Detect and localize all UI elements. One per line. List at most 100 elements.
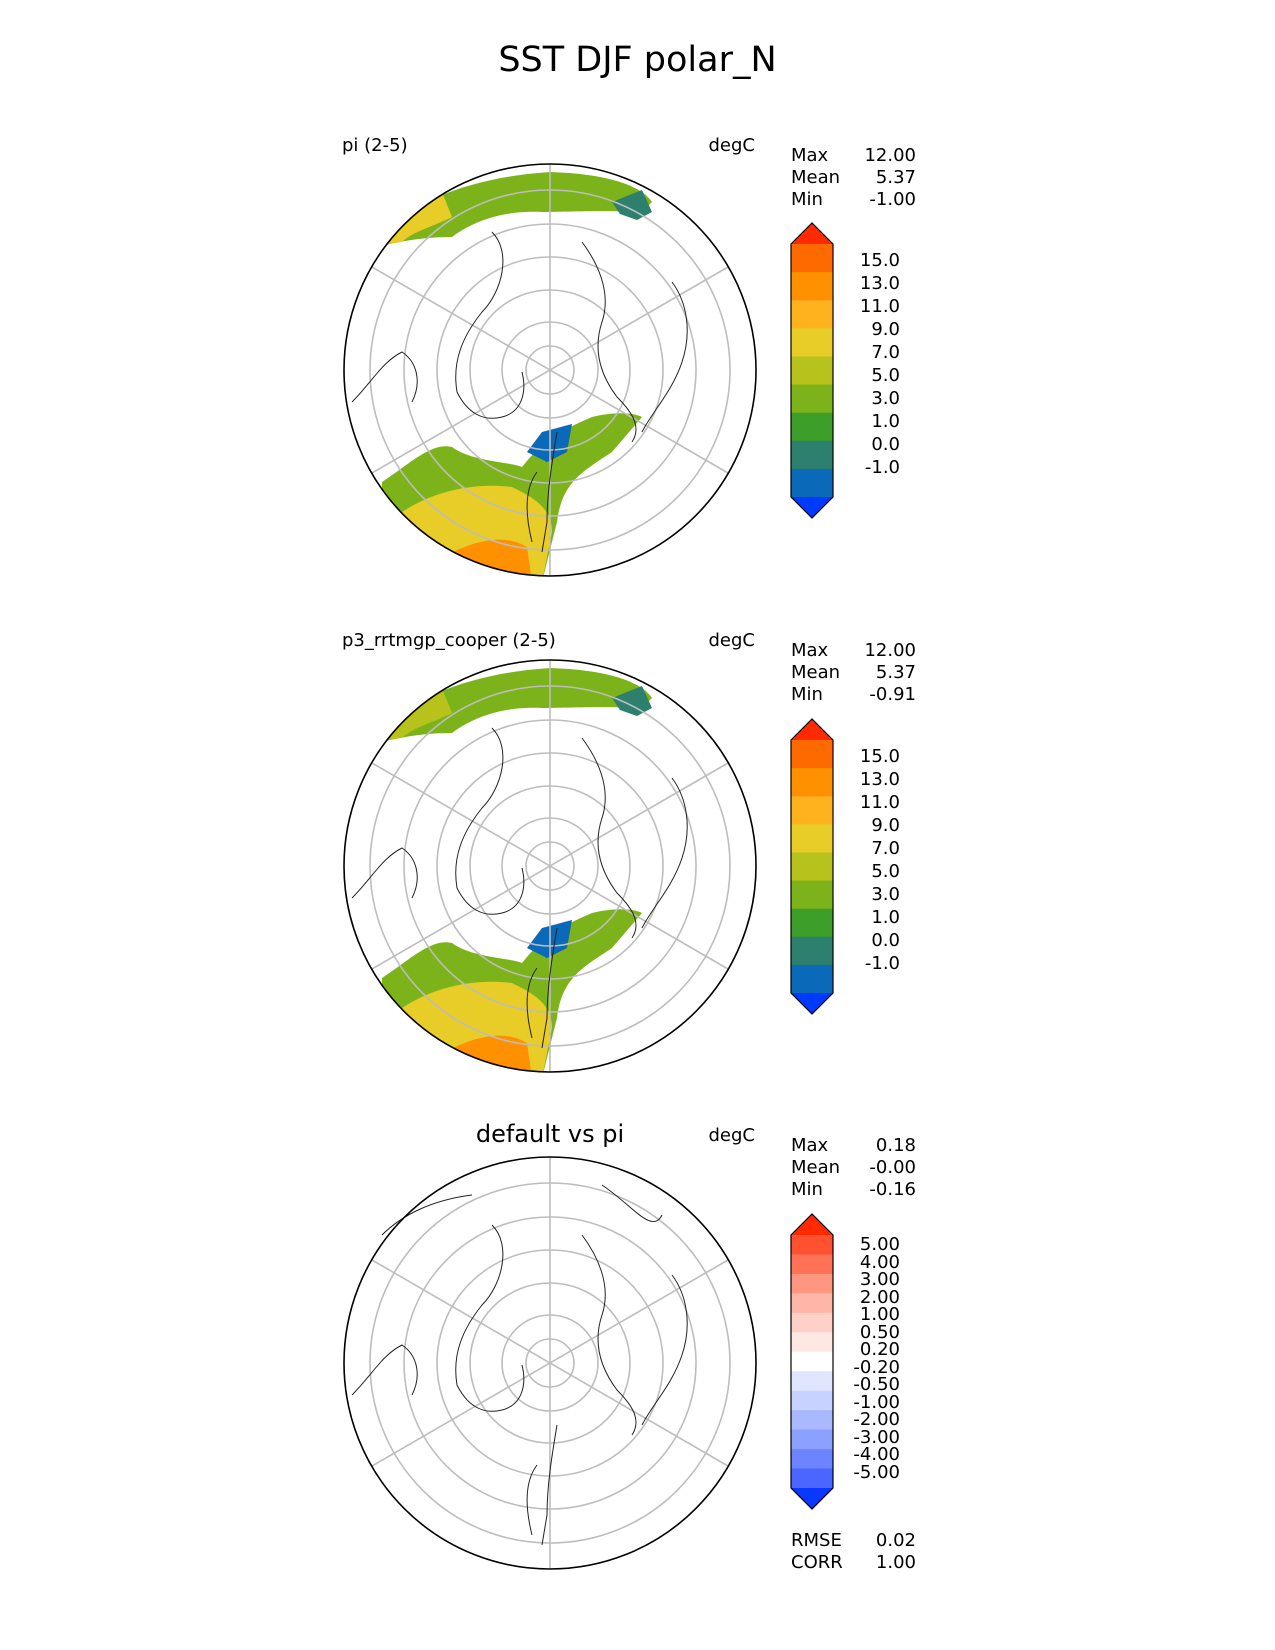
stat-label: Min <box>791 684 823 705</box>
panel-3-colorbar-labels: 5.00 4.00 3.00 2.00 1.00 0.50 0.20 -0.20… <box>830 1236 900 1481</box>
cb-tick: 3.0 <box>871 884 900 905</box>
colorbar-bin <box>791 272 833 301</box>
cb-tick: -1.00 <box>853 1391 900 1413</box>
panel-2-units: degC <box>708 630 756 651</box>
cb-tick: 4.00 <box>859 1251 900 1273</box>
colorbar-bin <box>791 852 833 882</box>
cb-tick: 3.0 <box>871 388 900 409</box>
stat-value: -0.00 <box>869 1157 916 1178</box>
colorbar-bin <box>791 1449 833 1470</box>
stat-label: Max <box>791 1135 829 1156</box>
cb-tick: -5.00 <box>853 1461 900 1483</box>
cb-tick: -2.00 <box>853 1409 900 1430</box>
panel-1-units: degC <box>708 135 756 156</box>
stat-label: Max <box>791 145 829 166</box>
cb-tick: 0.50 <box>859 1321 900 1343</box>
cb-tick: 5.0 <box>871 365 900 386</box>
metric-label: CORR <box>791 1552 843 1573</box>
cb-tick: 15.0 <box>859 250 900 271</box>
colorbar-bin <box>791 824 833 853</box>
cb-tick: 5.0 <box>871 861 900 882</box>
cb-tick: 7.0 <box>871 838 900 859</box>
stat-label: Mean <box>791 662 841 683</box>
stat-value: 5.37 <box>875 167 916 188</box>
ocean-field-pacific <box>362 172 652 252</box>
cb-tick: 1.0 <box>871 411 900 432</box>
stat-value: 5.37 <box>875 662 916 683</box>
colorbar-bin <box>791 356 833 386</box>
colorbar-bin <box>791 1429 833 1450</box>
cb-tick: -4.00 <box>853 1444 900 1465</box>
colorbar-bin <box>791 1332 833 1353</box>
cb-tick: 3.00 <box>859 1269 900 1290</box>
colorbar-bin <box>791 1371 833 1392</box>
colorbar-bin <box>791 908 833 938</box>
panel-2-colorbar-labels: 15.0 13.0 11.0 9.0 7.0 5.0 3.0 1.0 0.0 -… <box>830 746 900 974</box>
panel-3-metrics: RMSE 0.02 CORR 1.00 <box>791 1530 916 1574</box>
cb-tick: 0.20 <box>859 1339 900 1360</box>
panel-3-title: default vs pi <box>475 1120 625 1148</box>
metric-value: 0.02 <box>875 1530 916 1551</box>
panel-1-polar-map <box>343 163 757 577</box>
cb-tick: -0.50 <box>853 1374 900 1395</box>
cb-tick: -1.0 <box>864 457 900 478</box>
cb-tick: 15.0 <box>859 746 900 767</box>
cb-tick: -3.00 <box>853 1426 900 1448</box>
stat-label: Mean <box>791 1157 841 1178</box>
panel-2-colorbar <box>790 718 834 1015</box>
colorbar-extend-min <box>791 1488 833 1509</box>
panel-1-title: pi (2-5) <box>342 135 408 156</box>
metric-label: RMSE <box>791 1530 842 1551</box>
cb-tick: 5.00 <box>859 1234 900 1255</box>
cb-tick: -1.0 <box>864 953 900 974</box>
stat-label: Mean <box>791 167 841 188</box>
map-boundary <box>343 1156 757 1570</box>
colorbar-extend-max <box>791 1214 833 1235</box>
colorbar-bin <box>791 468 833 498</box>
cb-tick: 13.0 <box>859 769 900 790</box>
panel-2-title: p3_rrtmgp_cooper (2-5) <box>342 630 556 651</box>
colorbar-bin <box>791 1468 833 1489</box>
graticule <box>369 660 731 1072</box>
cb-tick: -0.20 <box>853 1356 900 1378</box>
graticule <box>369 164 731 576</box>
cb-tick: 9.0 <box>871 815 900 836</box>
colorbar-bin <box>791 412 833 442</box>
colorbar-extend-min <box>791 497 833 518</box>
colorbar-extend-max <box>791 223 833 244</box>
stat-value: 12.00 <box>864 145 916 166</box>
colorbar-bin <box>791 964 833 994</box>
colorbar-bin <box>791 936 833 966</box>
map-boundary <box>343 163 757 577</box>
metric-value: 1.00 <box>875 1552 916 1573</box>
coastlines <box>351 727 688 1049</box>
cb-tick: 1.0 <box>871 907 900 928</box>
panel-2-polar-map <box>343 659 757 1073</box>
cb-tick: 1.00 <box>859 1304 900 1325</box>
cb-tick: 0.0 <box>871 434 900 455</box>
colorbar-bin <box>791 740 833 769</box>
stat-value: 12.00 <box>864 640 916 661</box>
stat-value: -0.16 <box>869 1179 916 1200</box>
colorbar-bin <box>791 880 833 910</box>
stat-label: Max <box>791 640 829 661</box>
stat-value: -0.91 <box>869 684 916 705</box>
coastlines <box>351 1184 688 1546</box>
figure-title: SST DJF polar_N <box>498 40 777 80</box>
colorbar-bin <box>791 1293 833 1314</box>
graticule <box>369 1157 731 1569</box>
colorbar-bin <box>791 1351 833 1372</box>
colorbar-bin <box>791 300 833 329</box>
colorbar-bin <box>791 384 833 414</box>
colorbar-bin <box>791 328 833 357</box>
colorbar-bin <box>791 796 833 825</box>
ocean-field-bering <box>612 190 652 220</box>
colorbar-bin <box>791 1312 833 1333</box>
map-boundary <box>343 659 757 1073</box>
colorbar-bin <box>791 1235 833 1255</box>
colorbar-extend-max <box>791 719 833 740</box>
cb-tick: 9.0 <box>871 319 900 340</box>
colorbar-bin <box>791 440 833 470</box>
panel-1-stats: Max 12.00 Mean 5.37 Min -1.00 <box>791 145 916 211</box>
panel-1-colorbar-labels: 15.0 13.0 11.0 9.0 7.0 5.0 3.0 1.0 0.0 -… <box>830 250 900 478</box>
